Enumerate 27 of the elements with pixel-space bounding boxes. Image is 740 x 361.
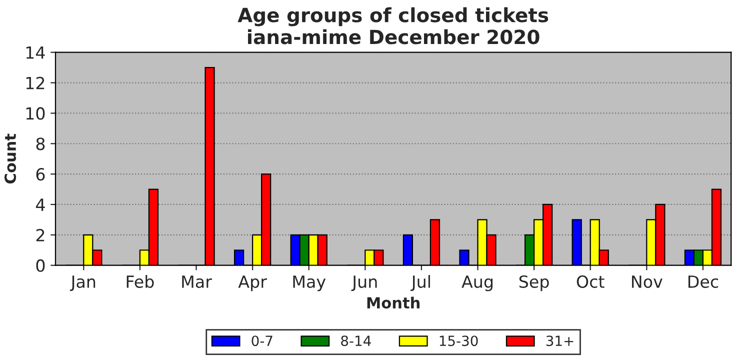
- x-tick-label: Feb: [126, 275, 154, 288]
- x-tick-label: Oct: [576, 275, 604, 288]
- y-tick-label: 10: [26, 107, 45, 120]
- legend-label: 31+: [546, 336, 574, 346]
- x-tick-label: Jul: [410, 275, 430, 292]
- x-tick-label: Aug: [462, 276, 493, 292]
- y-tick-label: 14: [26, 46, 45, 59]
- chart-title: Age groups of closed tickets iana-mime December 2020: [238, 7, 548, 44]
- x-tick-label: Jun: [351, 276, 377, 292]
- y-tick-label: 4: [36, 198, 45, 211]
- x-tick-label: May: [293, 276, 326, 292]
- y-tick-label: 12: [26, 76, 44, 90]
- x-tick-label: Sep: [519, 275, 549, 292]
- x-tick-label: Apr: [238, 276, 267, 292]
- x-tick-label: Jan: [70, 276, 96, 292]
- y-tick-label: 2: [36, 228, 44, 242]
- x-tick-label: Dec: [688, 276, 718, 288]
- x-tick-label: Nov: [632, 276, 662, 288]
- x-axis-title: Month: [367, 296, 420, 309]
- y-axis-title: Count: [4, 134, 16, 184]
- y-tick-label: 8: [36, 138, 45, 150]
- y-tick-label: 0: [36, 259, 45, 272]
- legend-label: 15-30: [440, 336, 478, 346]
- y-tick-label: 6: [36, 168, 45, 181]
- legend-label: 0-7: [252, 336, 272, 346]
- x-tick-label: Mar: [182, 276, 212, 288]
- legend-label: 8-14: [341, 336, 371, 346]
